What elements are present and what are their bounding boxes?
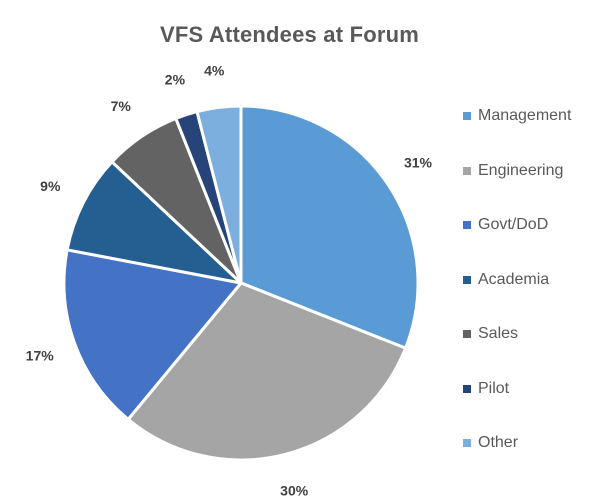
legend-swatch [463, 384, 471, 393]
pie-slice-other [195, 104, 243, 285]
legend-swatch [463, 275, 471, 284]
data-label-pilot: 2% [165, 72, 186, 88]
legend-item-sales: Sales [463, 322, 518, 346]
legend-item-management: Management [463, 104, 571, 128]
chart-title: VFS Attendees at Forum [159, 22, 420, 47]
legend-item-academia: Academia [463, 268, 549, 292]
data-label-engineering: 30% [280, 482, 309, 498]
legend-item-engineering: Engineering [463, 159, 563, 183]
data-label-other: 4% [204, 63, 225, 79]
legend-item-govt-dod: Govt/DoD [463, 213, 548, 237]
legend-label: Management [478, 107, 572, 124]
legend-swatch [463, 330, 471, 338]
legend-label: Other [478, 434, 519, 451]
legend-swatch [463, 166, 471, 175]
legend-label: Academia [478, 270, 550, 288]
legend-item-pilot: Pilot [463, 377, 509, 401]
legend-swatch [463, 221, 471, 229]
data-label-academia: 9% [40, 178, 61, 194]
legend-swatch [463, 112, 471, 120]
data-label-govt-dod: 17% [26, 348, 55, 364]
legend-swatch [463, 439, 471, 447]
legend-label: Pilot [478, 379, 510, 397]
pie-slices [62, 104, 420, 462]
pie-slice-engineering [126, 281, 408, 462]
pie-slice-management [239, 104, 420, 350]
legend-item-other: Other [463, 431, 518, 455]
data-label-management: 31% [404, 155, 433, 171]
legend-label: Engineering [478, 161, 564, 179]
pie-slice-govt-dod [62, 248, 243, 421]
legend-label: Sales [478, 325, 519, 342]
pie-data-labels: 31% 30% 17% 9% 7% 2% 4% [26, 63, 433, 499]
legend-label: Govt/DoD [478, 216, 549, 233]
pie-slice-academia [65, 160, 243, 285]
data-label-sales: 7% [111, 98, 132, 114]
